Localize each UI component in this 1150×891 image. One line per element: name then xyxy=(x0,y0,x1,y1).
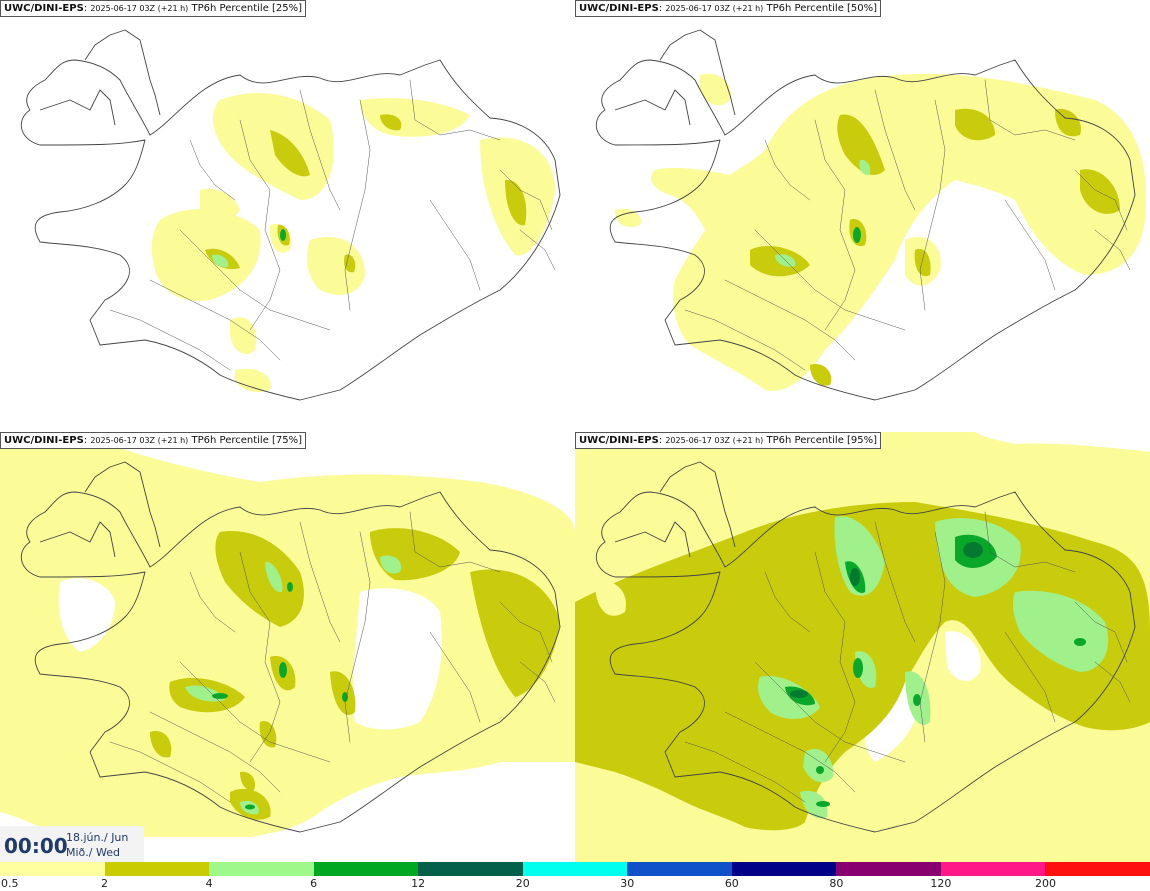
legend-label: 2 xyxy=(101,877,109,890)
legend-swatch xyxy=(940,862,1046,876)
valid-date: 18.jún./ Jun xyxy=(66,831,129,844)
precip-field-core xyxy=(280,229,286,241)
timestamp-box: 00:00 18.jún./ Jun Mið./ Wed xyxy=(0,826,144,862)
legend-label: 30 xyxy=(620,877,635,890)
legend-swatch xyxy=(418,862,524,876)
rivers-roads xyxy=(684,511,1131,803)
precip-field-light xyxy=(615,73,1147,391)
valid-weekday: Mið./ Wed xyxy=(66,846,120,859)
map-panel-p50: UWC/DINI-EPS: 2025-06-17 03Z (+21 h) TP6… xyxy=(575,0,1150,430)
legend-swatch xyxy=(522,862,628,876)
precip-field-mid xyxy=(750,108,1120,386)
rivers-roads xyxy=(109,511,556,803)
legend-swatch xyxy=(1045,862,1150,876)
legend-label: 60 xyxy=(724,877,739,890)
panel-title: UWC/DINI-EPS: 2025-06-17 03Z (+21 h) TP6… xyxy=(0,0,307,17)
color-scale-legend: 0.5 2 4 6 12 20 30 60 80 120 200 xyxy=(0,862,1150,891)
panel-title: UWC/DINI-EPS: 2025-06-17 03Z (+21 h) TP6… xyxy=(575,0,882,17)
legend-label: 0.5 xyxy=(1,877,19,890)
legend-swatch xyxy=(0,862,106,876)
legend-label: 6 xyxy=(310,877,318,890)
precip-map-p25 xyxy=(20,29,561,401)
precip-field-light xyxy=(0,432,575,837)
coastline xyxy=(595,29,1136,401)
legend-swatch xyxy=(313,862,419,876)
coastline xyxy=(20,29,561,401)
precip-field-core xyxy=(212,582,348,810)
coastline xyxy=(595,461,1136,833)
map-panel-p75: UWC/DINI-EPS: 2025-06-17 03Z (+21 h) TP6… xyxy=(0,432,575,862)
coastline xyxy=(20,461,561,833)
precip-field-green xyxy=(775,159,871,267)
map-panel-p25: UWC/DINI-EPS: 2025-06-17 03Z (+21 h) TP6… xyxy=(0,0,575,430)
valid-time: 00:00 xyxy=(4,834,68,858)
precip-map-p95 xyxy=(575,432,1150,862)
precip-field-core xyxy=(853,227,861,243)
legend-label: 12 xyxy=(411,877,426,890)
legend-swatch xyxy=(731,862,837,876)
panel-title: UWC/DINI-EPS: 2025-06-17 03Z (+21 h) TP6… xyxy=(0,432,307,449)
legend-swatch xyxy=(836,862,942,876)
rivers-roads xyxy=(109,79,556,371)
legend-label: 200 xyxy=(1034,877,1056,890)
legend-label: 80 xyxy=(829,877,844,890)
legend-swatch xyxy=(209,862,315,876)
panel-title: UWC/DINI-EPS: 2025-06-17 03Z (+21 h) TP6… xyxy=(575,432,882,449)
precip-field-darkest xyxy=(790,542,983,698)
precip-field-light xyxy=(151,92,555,392)
precip-field-green xyxy=(212,254,229,268)
precip-map-p75 xyxy=(0,432,575,837)
precip-field-mid xyxy=(150,528,560,820)
rivers-roads xyxy=(684,79,1131,371)
legend-swatch xyxy=(627,862,733,876)
map-panel-p95: UWC/DINI-EPS: 2025-06-17 03Z (+21 h) TP6… xyxy=(575,432,1150,862)
legend-label: 4 xyxy=(205,877,213,890)
legend-label: 120 xyxy=(930,877,952,890)
legend-label: 20 xyxy=(515,877,530,890)
precip-map-p50 xyxy=(595,29,1147,401)
legend-swatch xyxy=(104,862,210,876)
